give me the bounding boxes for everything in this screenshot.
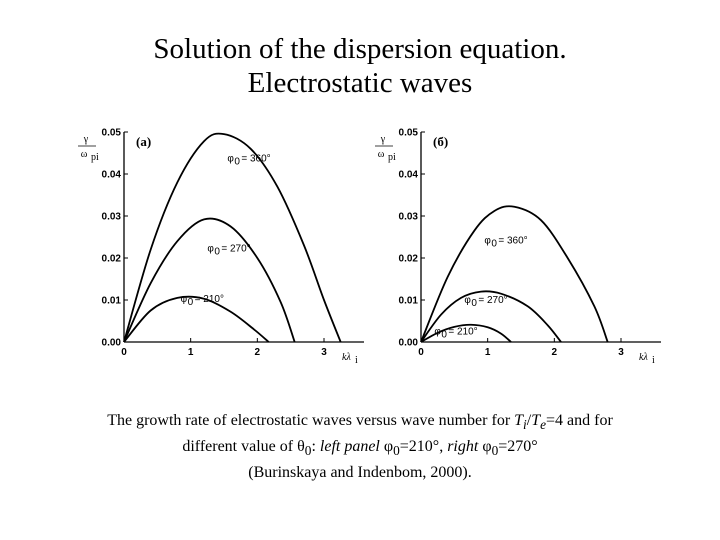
x-tick-label: 1 bbox=[188, 347, 194, 358]
y-tick-label: 0.02 bbox=[102, 254, 122, 265]
series-label-symbol: φ bbox=[207, 244, 214, 255]
caption-text: =4 and for bbox=[546, 412, 613, 429]
series-line-3 bbox=[420, 205, 609, 343]
series-label-symbol: φ bbox=[227, 153, 234, 164]
series-label-sub: 0 bbox=[214, 247, 220, 258]
y-axis-label-sub: pi bbox=[91, 152, 99, 163]
x-tick-label: 2 bbox=[255, 347, 261, 358]
series-label-symbol: φ bbox=[464, 295, 471, 306]
y-axis-label-denominator: ω bbox=[378, 149, 385, 160]
y-axis-label-numerator: γ bbox=[83, 134, 89, 145]
caption-slash: / bbox=[526, 412, 532, 429]
series-label-sub: 0 bbox=[188, 297, 194, 308]
caption-text: =210°, bbox=[399, 438, 448, 456]
x-tick-label: 1 bbox=[485, 347, 491, 358]
series-label-value: = 360° bbox=[498, 235, 527, 246]
x-tick-label: 3 bbox=[618, 347, 624, 358]
series-line-1 bbox=[123, 295, 270, 343]
panel-label: (a) bbox=[136, 134, 151, 149]
y-tick-label: 0.03 bbox=[399, 212, 419, 223]
series-label-symbol: φ bbox=[434, 326, 441, 337]
series-label-value: = 270° bbox=[478, 295, 507, 306]
caption-ti: T bbox=[514, 412, 524, 429]
series-line-1 bbox=[420, 323, 512, 343]
series-label-value: = 270° bbox=[221, 244, 250, 255]
caption-left-panel: left panel bbox=[319, 438, 380, 456]
caption-text: φ bbox=[478, 438, 492, 456]
series-label-symbol: φ bbox=[484, 235, 491, 246]
series-label-sub: 0 bbox=[491, 238, 497, 249]
figure-caption: The growth rate of electrostatic waves v… bbox=[60, 410, 660, 484]
series-label-value: = 210° bbox=[448, 326, 477, 337]
y-tick-label: 0.05 bbox=[102, 128, 122, 139]
series-label-sub: 0 bbox=[234, 156, 240, 167]
caption-ti-sub: i bbox=[523, 417, 527, 433]
x-tick-label: 0 bbox=[121, 347, 127, 358]
caption-phi-sub: 0 bbox=[393, 443, 400, 459]
y-tick-label: 0.02 bbox=[399, 254, 419, 265]
series-label-sub: 0 bbox=[471, 298, 477, 309]
caption-text: The growth rate of electrostatic waves v… bbox=[107, 412, 515, 429]
caption-theta-sub: 0 bbox=[304, 443, 312, 459]
y-tick-label: 0.04 bbox=[102, 170, 122, 181]
caption-text: : bbox=[311, 438, 320, 456]
series-label-value: = 210° bbox=[195, 294, 224, 305]
series-line-2 bbox=[420, 290, 562, 343]
y-tick-label: 0.00 bbox=[102, 338, 122, 349]
panel-label: (б) bbox=[433, 134, 448, 149]
y-tick-label: 0.05 bbox=[399, 128, 419, 139]
y-tick-label: 0.01 bbox=[399, 296, 419, 307]
caption-te-sub: e bbox=[540, 417, 547, 433]
series-label-symbol: φ bbox=[181, 294, 188, 305]
slide-title: Solution of the dispersion equation. Ele… bbox=[0, 32, 720, 100]
x-axis-label: kλ bbox=[342, 352, 351, 363]
x-tick-label: 2 bbox=[552, 347, 558, 358]
y-axis-label-sub: pi bbox=[388, 152, 396, 163]
x-tick-label: 3 bbox=[321, 347, 327, 358]
series-label-value: = 360° bbox=[241, 153, 270, 164]
y-axis-label-numerator: γ bbox=[380, 134, 386, 145]
caption-text: different value of θ bbox=[182, 438, 305, 456]
x-tick-label: 0 bbox=[418, 347, 424, 358]
y-tick-label: 0.00 bbox=[399, 338, 419, 349]
x-axis-label: kλ bbox=[639, 352, 648, 363]
y-tick-label: 0.03 bbox=[102, 212, 122, 223]
caption-te: T bbox=[531, 412, 541, 429]
y-axis-label-denominator: ω bbox=[81, 149, 88, 160]
caption-text: =270° bbox=[498, 438, 538, 456]
series-line-2 bbox=[123, 217, 296, 343]
title-line-2: Electrostatic waves bbox=[247, 67, 473, 99]
y-tick-label: 0.04 bbox=[399, 170, 419, 181]
series-label-sub: 0 bbox=[441, 329, 447, 340]
y-tick-label: 0.01 bbox=[102, 296, 122, 307]
caption-text: φ bbox=[379, 438, 394, 456]
caption-right: right bbox=[447, 438, 479, 456]
caption-phi-sub: 0 bbox=[491, 443, 499, 459]
x-axis-label-sub: i bbox=[652, 355, 655, 366]
series-line-3 bbox=[123, 132, 342, 343]
x-axis-label-sub: i bbox=[355, 355, 358, 366]
caption-citation: (Burinskaya and Indenbom, 2000). bbox=[248, 464, 472, 482]
title-line-1: Solution of the dispersion equation. bbox=[153, 33, 567, 65]
